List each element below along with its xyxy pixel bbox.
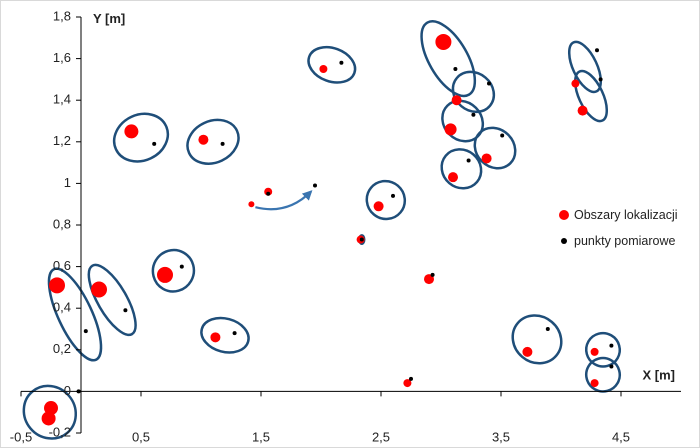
localization-point xyxy=(451,95,462,106)
localization-point xyxy=(157,266,173,283)
measurement-point xyxy=(339,60,344,65)
measurement-point xyxy=(545,327,550,331)
measurement-point xyxy=(609,364,614,369)
location-ellipse xyxy=(307,45,357,84)
x-tick-label: 3,5 xyxy=(492,429,510,444)
localization-point xyxy=(577,105,588,116)
legend-label-measurement: punkty pomiarowe xyxy=(574,234,675,248)
measurement-point xyxy=(391,193,395,198)
y-tick-label: 1,4 xyxy=(53,92,71,107)
measurement-point xyxy=(220,141,225,146)
location-ellipse xyxy=(584,356,622,393)
x-tick-label: 4,5 xyxy=(612,429,630,444)
measurement-point xyxy=(466,158,471,163)
localization-point xyxy=(571,79,580,88)
measurement-point xyxy=(500,133,505,138)
localization-point xyxy=(590,347,599,356)
localization-point xyxy=(124,124,139,139)
legend-label-localization: Obszary lokalizacji xyxy=(574,208,678,222)
y-axis-title: Y [m] xyxy=(93,11,125,26)
measurement-point xyxy=(453,67,458,71)
x-tick-label: -0,5 xyxy=(10,429,32,444)
y-tick-label: 0,6 xyxy=(53,258,71,273)
localization-point xyxy=(448,172,458,183)
location-ellipse xyxy=(200,316,250,354)
legend-marker-measurement xyxy=(561,238,567,244)
location-ellipse xyxy=(451,70,496,114)
localization-point xyxy=(444,123,457,136)
y-tick-label: 1,8 xyxy=(53,8,71,23)
y-axis-ticks: -0,2 0 0,2 0,4 0,6 0,8 1 1,2 1,4 1,6 1,8 xyxy=(49,8,81,439)
location-ellipse xyxy=(47,267,103,362)
point-layer xyxy=(41,33,614,426)
x-axis-title: X [m] xyxy=(643,367,676,382)
location-ellipse xyxy=(473,126,517,170)
y-tick-label: 0,4 xyxy=(53,300,71,315)
location-ellipse xyxy=(87,263,137,337)
y-tick-label: 0,2 xyxy=(53,341,71,356)
measurement-point xyxy=(595,48,599,53)
arrow-layer xyxy=(255,190,313,211)
measurement-point xyxy=(598,77,603,82)
axis-layer: -0,5 0,5 1,5 2,5 3,5 4,5 -0,2 0 0,2 0,4 0,6 0,8 1 1,… xyxy=(10,8,681,444)
location-ellipse xyxy=(151,248,196,293)
measurement-point xyxy=(487,81,491,86)
localization-point xyxy=(319,65,328,73)
localization-point xyxy=(264,187,273,196)
location-ellipse xyxy=(440,148,483,190)
location-ellipse xyxy=(441,99,485,143)
localization-point xyxy=(522,346,533,357)
localization-point xyxy=(403,379,412,388)
measurement-point xyxy=(266,191,271,196)
location-ellipse xyxy=(567,40,603,94)
measurement-point xyxy=(179,264,184,269)
ellipse-layer xyxy=(22,20,622,440)
localization-point xyxy=(481,153,492,164)
measurement-point xyxy=(471,112,476,117)
localization-point xyxy=(41,411,56,426)
y-tick-label: -0,2 xyxy=(49,424,71,439)
measurement-point xyxy=(152,141,157,146)
x-axis-ticks: -0,5 0,5 1,5 2,5 3,5 4,5 xyxy=(10,391,630,444)
y-tick-label: 0,8 xyxy=(53,216,71,231)
location-ellipse xyxy=(112,112,170,163)
legend-marker-localization xyxy=(559,210,569,220)
localization-point xyxy=(373,201,384,212)
y-tick-label: 0 xyxy=(64,383,71,398)
localization-point xyxy=(91,281,107,298)
location-ellipse xyxy=(365,179,407,221)
y-tick-label: 1,2 xyxy=(53,133,71,148)
measurement-point xyxy=(123,308,128,313)
measurement-point xyxy=(609,343,614,348)
x-tick-label: 1,5 xyxy=(252,429,270,444)
x-tick-label: 0,5 xyxy=(132,429,150,444)
localization-point xyxy=(198,134,209,145)
measurement-point xyxy=(232,331,237,336)
y-tick-label: 1,6 xyxy=(53,50,71,65)
x-tick-label: 2,5 xyxy=(372,429,390,444)
localization-point xyxy=(49,277,65,294)
measurement-point xyxy=(409,376,413,381)
location-ellipse xyxy=(584,331,622,368)
trajectory-arrow xyxy=(255,190,313,211)
location-ellipse xyxy=(420,20,477,98)
localization-point xyxy=(435,33,452,50)
location-ellipse xyxy=(511,314,563,365)
y-tick-label: 1 xyxy=(64,175,71,190)
measurement-point xyxy=(76,389,81,394)
localization-point xyxy=(248,201,255,208)
legend: Obszary lokalizacji punkty pomiarowe xyxy=(559,208,678,248)
localization-point xyxy=(590,379,599,388)
measurement-point xyxy=(313,183,317,188)
localization-point xyxy=(210,332,221,343)
location-ellipse xyxy=(573,69,609,123)
measurement-point xyxy=(430,272,435,277)
location-ellipse xyxy=(186,118,240,165)
measurement-point xyxy=(83,329,88,334)
measurement-point xyxy=(359,237,364,242)
